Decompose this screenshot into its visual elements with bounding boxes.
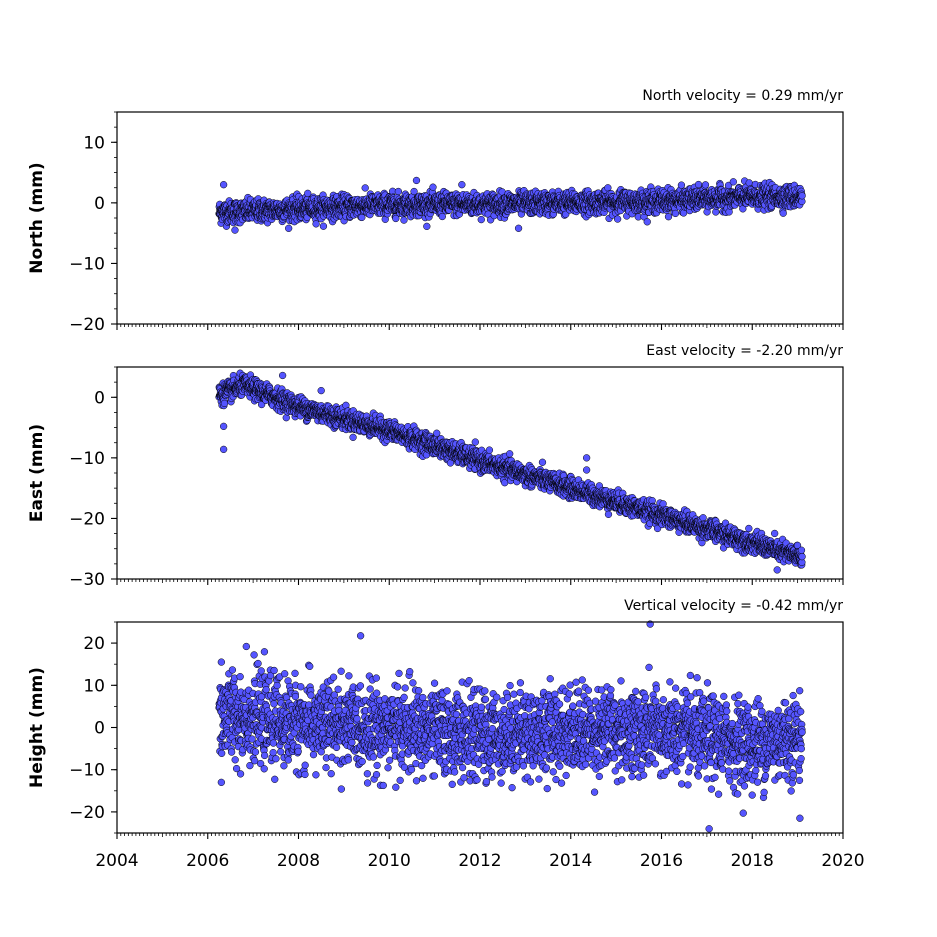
data-point	[671, 209, 680, 218]
outlier-point	[219, 181, 228, 189]
data-point	[477, 215, 485, 224]
data-point	[319, 222, 328, 230]
y-tick-label: −20	[69, 315, 105, 335]
data-point	[285, 224, 293, 232]
data-point	[604, 184, 612, 192]
y-tick-label: 0	[94, 194, 105, 214]
east-points	[215, 369, 806, 574]
data-point	[312, 220, 320, 228]
data-point	[423, 222, 431, 231]
north-velocity-title: North velocity = 0.29 mm/yr	[642, 88, 843, 104]
north-y-axis: −20 −10 0 10	[69, 111, 117, 335]
data-point	[485, 446, 494, 454]
north-panel: −20 −10 0 10 North velocity = 0.29 mm/yr Nort…	[27, 88, 844, 335]
data-point	[613, 215, 622, 223]
data-point	[429, 183, 437, 191]
data-point	[664, 213, 673, 221]
y-tick-label: −10	[69, 254, 105, 274]
data-point	[677, 181, 686, 189]
data-point	[506, 450, 514, 458]
north-y-axis-label: North (mm)	[27, 162, 47, 273]
y-tick-label: 10	[83, 133, 105, 153]
data-point	[745, 179, 753, 187]
outlier-point	[412, 176, 421, 185]
outlier-point	[514, 224, 523, 232]
north-x-axis	[116, 324, 844, 330]
data-point	[400, 216, 408, 224]
data-point	[220, 399, 229, 408]
data-point	[643, 218, 651, 226]
data-point	[394, 187, 403, 196]
data-point	[701, 181, 710, 189]
data-point	[361, 184, 369, 192]
data-point	[729, 178, 737, 186]
data-point	[798, 192, 806, 200]
outlier-point	[458, 181, 466, 189]
data-point	[471, 438, 479, 446]
data-point	[779, 209, 787, 217]
north-points	[215, 176, 806, 234]
data-point	[358, 213, 366, 222]
outlier-point	[231, 226, 239, 234]
data-point	[349, 433, 357, 441]
data-point	[538, 458, 547, 466]
